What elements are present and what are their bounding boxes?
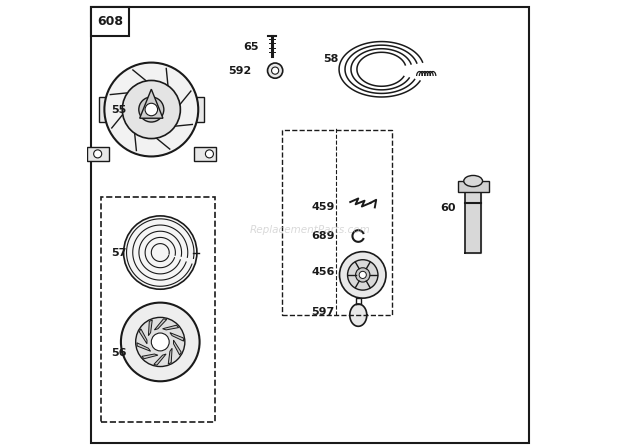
- Circle shape: [340, 252, 386, 298]
- Bar: [458, 181, 489, 192]
- Bar: [194, 147, 216, 160]
- Text: 592: 592: [228, 66, 251, 76]
- Circle shape: [272, 67, 279, 74]
- Text: ReplacementParts.com: ReplacementParts.com: [250, 225, 370, 235]
- Circle shape: [123, 216, 197, 289]
- Circle shape: [136, 317, 185, 367]
- Bar: [91, 7, 129, 36]
- Text: 57: 57: [111, 248, 126, 257]
- Text: 58: 58: [324, 54, 339, 64]
- Polygon shape: [140, 89, 163, 118]
- Bar: [101, 197, 215, 422]
- Text: 60: 60: [440, 203, 455, 213]
- Polygon shape: [350, 304, 367, 326]
- Polygon shape: [154, 354, 166, 365]
- Polygon shape: [162, 325, 179, 330]
- Circle shape: [151, 333, 169, 351]
- Bar: [87, 147, 109, 160]
- Text: 597: 597: [311, 307, 335, 317]
- Circle shape: [268, 63, 283, 78]
- Circle shape: [359, 271, 366, 278]
- Circle shape: [356, 268, 370, 282]
- Circle shape: [94, 150, 102, 158]
- Circle shape: [205, 150, 213, 158]
- Polygon shape: [154, 319, 167, 330]
- Text: 459: 459: [311, 202, 335, 211]
- Text: 689: 689: [311, 231, 335, 241]
- Text: 55: 55: [111, 105, 126, 114]
- Circle shape: [145, 103, 157, 116]
- Polygon shape: [142, 354, 158, 359]
- Polygon shape: [148, 320, 153, 336]
- Text: 608: 608: [97, 15, 123, 28]
- Polygon shape: [140, 329, 147, 344]
- Circle shape: [104, 63, 198, 156]
- Text: 65: 65: [243, 42, 259, 52]
- Circle shape: [139, 97, 164, 122]
- Text: 56: 56: [111, 348, 126, 358]
- Bar: [282, 130, 392, 315]
- Bar: [192, 97, 203, 122]
- Bar: [99, 97, 110, 122]
- Circle shape: [348, 260, 378, 290]
- Circle shape: [121, 303, 200, 381]
- Polygon shape: [168, 348, 172, 364]
- Ellipse shape: [464, 175, 482, 186]
- Text: 456: 456: [311, 267, 335, 277]
- Polygon shape: [465, 190, 481, 253]
- Polygon shape: [174, 340, 181, 355]
- Polygon shape: [137, 343, 151, 351]
- Polygon shape: [170, 333, 184, 341]
- Circle shape: [122, 80, 180, 139]
